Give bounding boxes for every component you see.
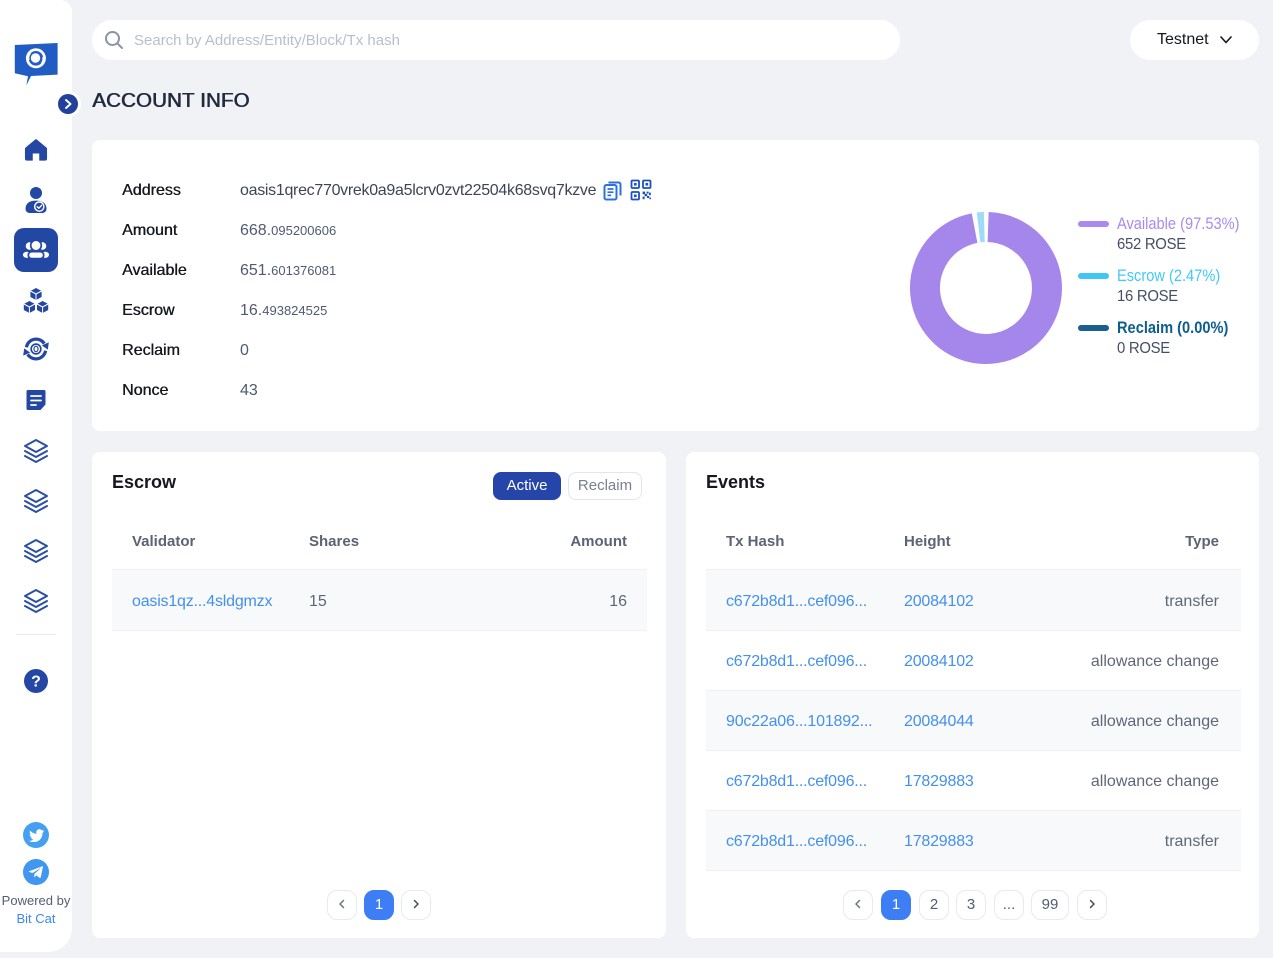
svg-text:?: ? [31, 674, 41, 691]
